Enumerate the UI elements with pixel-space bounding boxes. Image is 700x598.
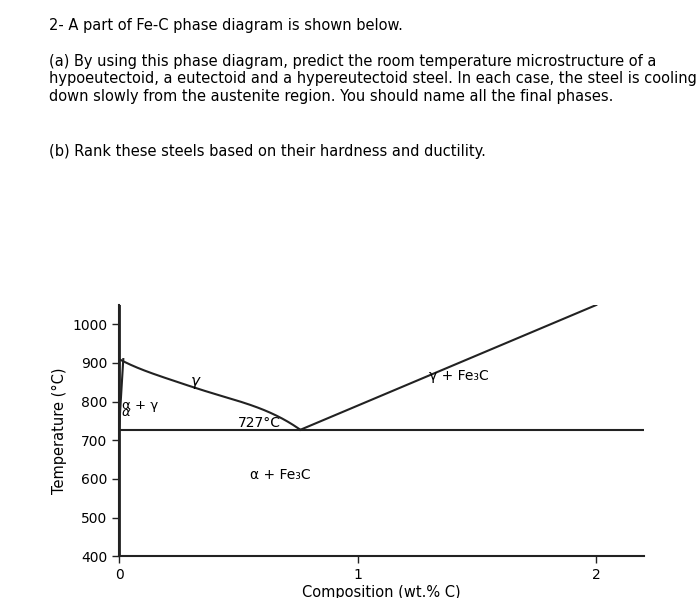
Text: α + γ: α + γ [122, 399, 159, 412]
Text: γ: γ [191, 374, 200, 389]
Text: (b) Rank these steels based on their hardness and ductility.: (b) Rank these steels based on their har… [49, 144, 486, 158]
Text: α + Fe₃C: α + Fe₃C [251, 468, 311, 482]
Text: 727°C: 727°C [238, 416, 281, 430]
X-axis label: Composition (wt.% C): Composition (wt.% C) [302, 585, 461, 598]
Text: α: α [121, 406, 130, 419]
Text: 2- A part of Fe-C phase diagram is shown below.: 2- A part of Fe-C phase diagram is shown… [49, 18, 403, 33]
Y-axis label: Temperature (°C): Temperature (°C) [52, 367, 66, 494]
Text: (a) By using this phase diagram, predict the room temperature microstructure of : (a) By using this phase diagram, predict… [49, 54, 697, 103]
Text: γ + Fe₃C: γ + Fe₃C [429, 370, 489, 383]
